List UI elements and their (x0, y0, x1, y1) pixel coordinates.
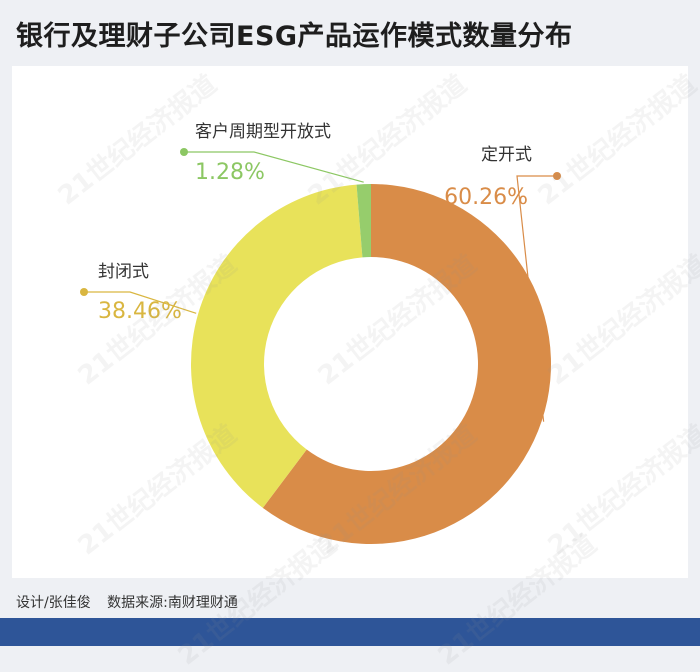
footer: 设计/张佳俊 数据来源:南财理财通 (16, 592, 250, 612)
donut-chart: 定开式 60.26% 封闭式 38.46% 客户周期型开放式 1.28% (80, 122, 561, 544)
donut-slice-2 (191, 184, 363, 508)
leader-dot-1 (553, 172, 561, 180)
chart-title: 银行及理财子公司ESG产品运作模式数量分布 (16, 21, 573, 52)
donut-slice-3 (356, 184, 371, 258)
bottom-bar (0, 618, 700, 646)
leader-line-3 (184, 151, 364, 183)
designer-credit: 设计/张佳俊 (16, 595, 91, 611)
leader-dot-3 (180, 148, 188, 156)
chart-panel: 定开式 60.26% 封闭式 38.46% 客户周期型开放式 1.28% (12, 66, 688, 578)
leader-line-2 (84, 291, 197, 314)
slice-name-label-3: 客户周期型开放式 (195, 122, 331, 142)
donut-slice-1 (262, 184, 552, 544)
leader-line-1 (516, 175, 557, 422)
data-source: 数据来源:南财理财通 (107, 595, 238, 611)
slice-name-label-1: 定开式 (481, 145, 532, 165)
slice-value-label-1: 60.26% (444, 185, 528, 210)
leader-dot-2 (80, 288, 88, 296)
slice-value-label-2: 38.46% (98, 299, 182, 324)
slice-name-label-2: 封闭式 (98, 262, 149, 282)
slice-value-label-3: 1.28% (195, 160, 265, 185)
